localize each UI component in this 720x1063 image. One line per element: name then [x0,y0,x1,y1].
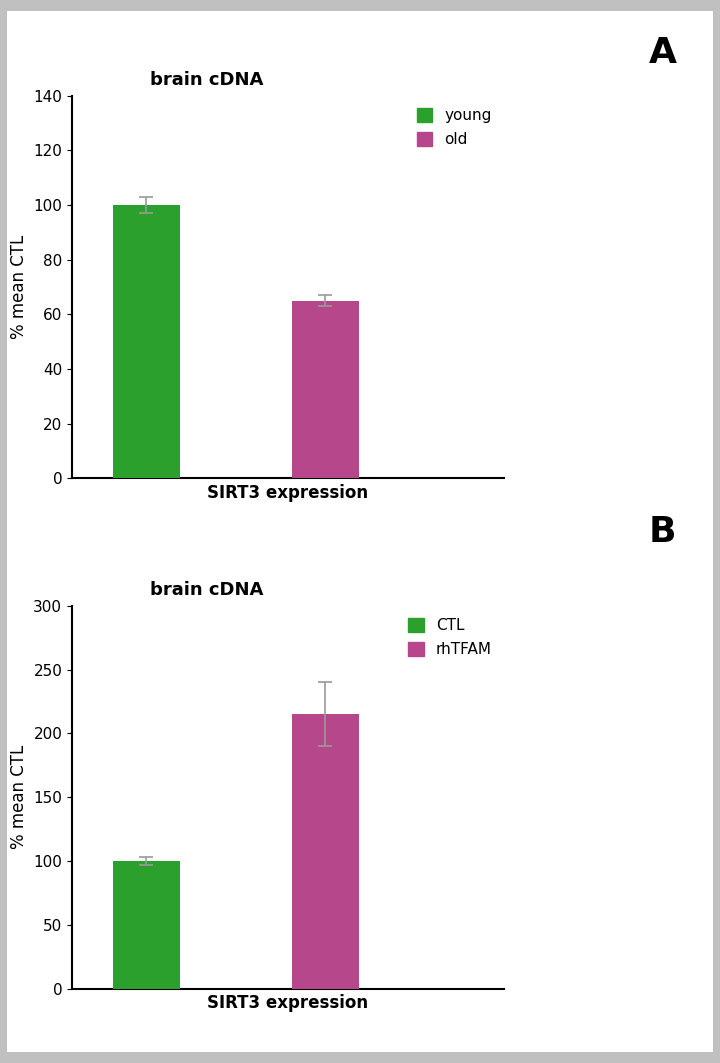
Bar [292,714,359,989]
Legend: CTL, rhTFAM: CTL, rhTFAM [404,613,496,662]
Y-axis label: % mean CTL: % mean CTL [10,235,28,339]
X-axis label: SIRT3 expression: SIRT3 expression [207,994,369,1012]
Bar [113,205,180,478]
Text: brain cDNA: brain cDNA [150,580,263,598]
Text: A: A [649,36,676,70]
X-axis label: SIRT3 expression: SIRT3 expression [207,484,369,502]
Legend: young, old: young, old [413,103,496,152]
Text: brain cDNA: brain cDNA [150,70,263,88]
Bar [113,861,180,989]
Y-axis label: % mean CTL: % mean CTL [10,745,28,849]
Bar [292,301,359,478]
Text: B: B [649,514,676,549]
